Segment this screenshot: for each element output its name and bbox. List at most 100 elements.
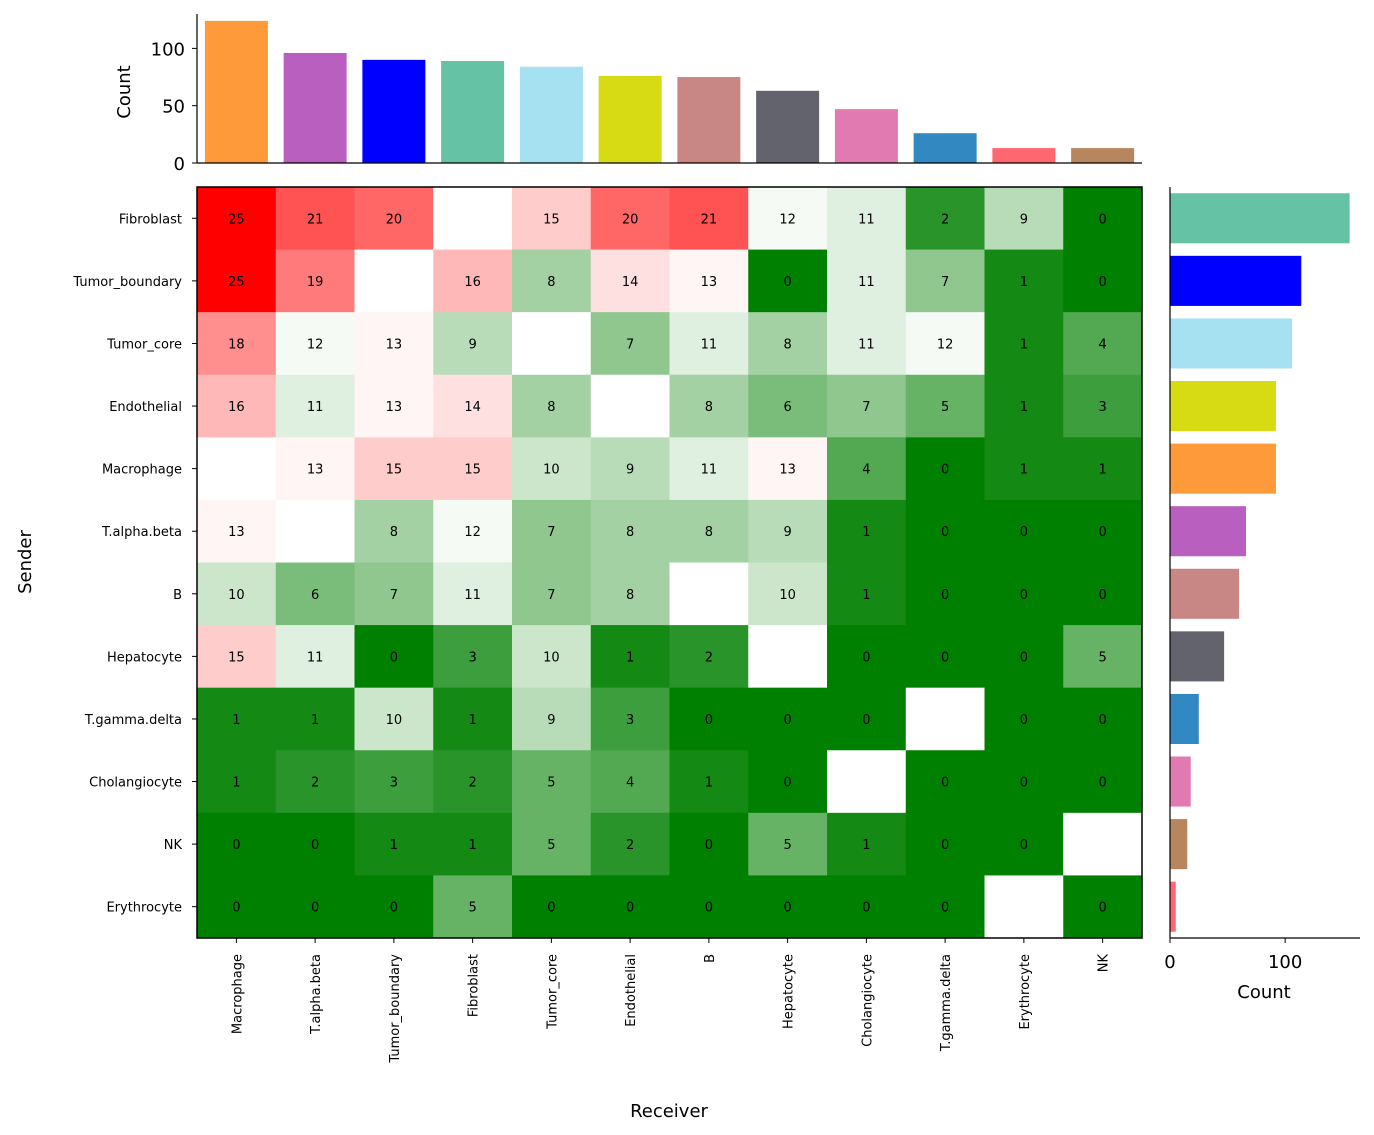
top-bar xyxy=(913,133,977,163)
cell-value-label: 1 xyxy=(232,776,240,791)
cell-value-label: 5 xyxy=(547,776,555,791)
cell-value-label: 2 xyxy=(468,776,476,791)
heatmap-cell xyxy=(669,499,749,563)
right-bar xyxy=(1170,443,1276,494)
heatmap-cell xyxy=(512,374,592,438)
heatmap-cell xyxy=(669,625,749,689)
right-x-tick-label: 100 xyxy=(1268,952,1302,973)
heatmap-cell xyxy=(354,437,434,501)
cell-value-label: 25 xyxy=(228,212,245,227)
cell-value-label: 1 xyxy=(232,713,240,728)
y-axis-label: Sender xyxy=(15,529,36,593)
cell-value-label: 15 xyxy=(228,650,245,665)
heatmap-cell xyxy=(590,312,670,376)
y-tick-label: Erythrocyte xyxy=(106,901,182,916)
x-axis-label: Receiver xyxy=(630,1101,708,1122)
heatmap-cell xyxy=(984,187,1064,251)
right-bar xyxy=(1170,193,1350,244)
cell-value-label: 10 xyxy=(386,713,403,728)
cell-value-label: 1 xyxy=(1020,463,1028,478)
heatmap-cell xyxy=(905,437,985,501)
top-bar xyxy=(362,59,426,163)
heatmap-frame xyxy=(196,186,1143,939)
cell-value-label: 15 xyxy=(464,463,481,478)
cell-value-label: 21 xyxy=(307,212,324,227)
cell-value-label: 0 xyxy=(783,275,791,290)
cell-value-label: 0 xyxy=(1020,525,1028,540)
cell-value-label: 11 xyxy=(701,337,718,352)
heatmap-cell xyxy=(433,875,513,939)
top-bar xyxy=(441,60,505,163)
heatmap-cell xyxy=(512,812,592,876)
cell-value-label: 4 xyxy=(1098,337,1106,352)
top-y-tick-label: 0 xyxy=(174,154,185,175)
cell-value-label: 0 xyxy=(941,463,949,478)
heatmap-cell xyxy=(748,499,828,563)
top-y-tick-label: 100 xyxy=(151,39,185,60)
right-bar xyxy=(1170,381,1276,432)
x-tick-label: Macrophage xyxy=(230,954,245,1034)
heatmap-cell xyxy=(512,437,592,501)
cell-value-label: 1 xyxy=(311,713,319,728)
heatmap-cell xyxy=(984,312,1064,376)
cell-value-label: 2 xyxy=(626,838,634,853)
cell-value-label: 12 xyxy=(937,337,954,352)
cell-value-label: 3 xyxy=(468,650,476,665)
heatmap-cell xyxy=(669,249,749,313)
heatmap-cell xyxy=(905,875,985,939)
cell-value-label: 9 xyxy=(547,713,555,728)
x-tick-label: B xyxy=(703,954,718,963)
cell-value-label: 0 xyxy=(941,588,949,603)
top-bar xyxy=(677,77,741,163)
cell-value-label: 10 xyxy=(779,588,796,603)
heatmap-cell xyxy=(275,875,355,939)
cell-value-label: 19 xyxy=(307,275,324,290)
heatmap-cell xyxy=(748,687,828,751)
heatmap-cell xyxy=(905,687,985,751)
top-bar xyxy=(204,20,268,163)
heatmap-cell xyxy=(905,812,985,876)
heatmap-cell xyxy=(275,437,355,501)
cell-value-label: 0 xyxy=(1020,838,1028,853)
heatmap-cell xyxy=(748,812,828,876)
cell-value-label: 8 xyxy=(705,400,713,415)
cell-value-label: 0 xyxy=(626,901,634,916)
cell-value-label: 25 xyxy=(228,275,245,290)
y-tick-label: Endothelial xyxy=(109,400,182,415)
heatmap-cell xyxy=(354,187,434,251)
top-bar-y-label: Count xyxy=(114,65,135,118)
cell-value-label: 0 xyxy=(1020,588,1028,603)
cell-value-label: 7 xyxy=(390,588,398,603)
y-tick-label: Tumor_core xyxy=(106,337,182,352)
cell-value-label: 13 xyxy=(701,275,718,290)
cell-value-label: 4 xyxy=(862,463,870,478)
cell-value-label: 0 xyxy=(941,525,949,540)
cell-value-label: 7 xyxy=(862,400,870,415)
heatmap-cell xyxy=(1063,312,1143,376)
right-bar xyxy=(1170,881,1176,932)
top-y-tick-label: 50 xyxy=(162,97,185,118)
cell-value-label: 2 xyxy=(311,776,319,791)
cell-value-label: 0 xyxy=(941,838,949,853)
y-tick-label: Tumor_boundary xyxy=(72,275,182,290)
heatmap-cell xyxy=(512,875,592,939)
cell-value-label: 0 xyxy=(1098,776,1106,791)
cell-value-label: 0 xyxy=(783,713,791,728)
cell-value-label: 0 xyxy=(862,713,870,728)
cell-value-label: 8 xyxy=(626,525,634,540)
cell-value-label: 9 xyxy=(783,525,791,540)
heatmap-cell xyxy=(197,812,277,876)
cell-value-label: 11 xyxy=(464,588,481,603)
cell-value-label: 9 xyxy=(1020,212,1028,227)
heatmap-cell xyxy=(275,499,355,563)
heatmap-cell xyxy=(1063,374,1143,438)
cell-value-label: 13 xyxy=(386,400,403,415)
cell-value-label: 9 xyxy=(468,337,476,352)
cell-value-label: 11 xyxy=(307,650,324,665)
cell-value-label: 5 xyxy=(1098,650,1106,665)
heatmap-cell xyxy=(197,562,277,626)
heatmap-cell xyxy=(1063,249,1143,313)
heatmap-cell xyxy=(669,187,749,251)
heatmap-cell xyxy=(984,562,1064,626)
cell-value-label: 8 xyxy=(390,525,398,540)
